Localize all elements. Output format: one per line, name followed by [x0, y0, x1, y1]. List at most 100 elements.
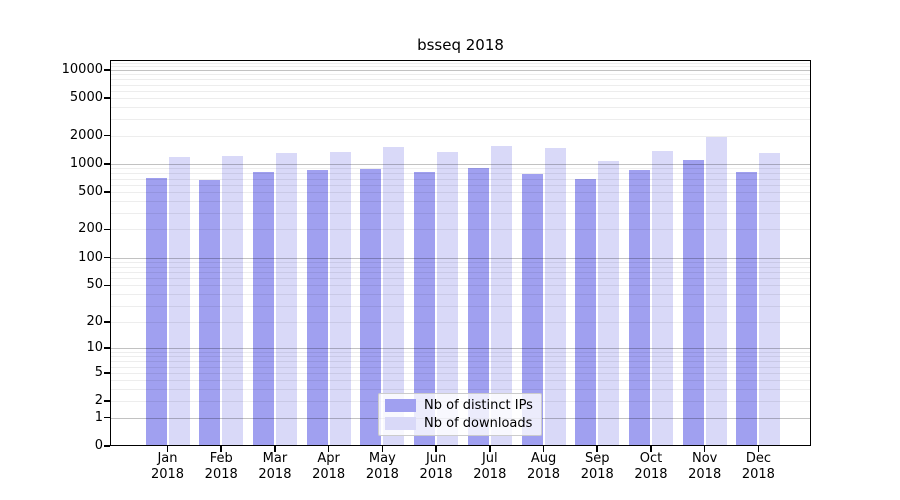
minor-gridline — [110, 62, 811, 64]
y-tick-mark — [104, 97, 110, 100]
minor-gridline — [110, 261, 811, 263]
legend-label-distinct-ips: Nb of distinct IPs — [424, 398, 533, 414]
minor-gridline — [110, 321, 811, 323]
bar-jun-downloads — [437, 152, 459, 446]
x-tick-mark — [435, 446, 437, 452]
bar-may-distinct-ips — [360, 168, 382, 446]
minor-gridline — [110, 229, 811, 231]
y-tick-label: 5000 — [69, 90, 103, 106]
x-tick-label-feb: Feb 2018 — [191, 451, 251, 483]
minor-gridline — [110, 98, 811, 100]
x-tick-mark — [166, 446, 169, 452]
x-tick-mark — [489, 446, 491, 452]
x-tick-year: 2018 — [634, 467, 668, 482]
x-tick-mark — [381, 446, 384, 452]
bar-aug-distinct-ips — [521, 173, 543, 446]
bars-layer — [110, 60, 811, 446]
bar-dec-distinct-ips — [736, 171, 758, 446]
minor-gridline — [110, 380, 811, 382]
x-tick-year: 2018 — [365, 467, 399, 482]
y-tick-mark — [104, 445, 110, 447]
x-tick-label-mar: Mar 2018 — [245, 451, 305, 483]
major-gridline-10 — [110, 348, 811, 350]
y-tick-label: 2 — [94, 393, 103, 409]
minor-gridline — [110, 352, 811, 353]
y-tick-mark — [104, 416, 110, 419]
minor-gridline — [110, 90, 811, 92]
x-tick-label-jun: Jun 2018 — [406, 451, 466, 483]
bar-may-downloads — [383, 147, 405, 446]
y-tick-mark — [104, 134, 110, 137]
x-tick-mark — [220, 446, 222, 452]
minor-gridline — [110, 356, 811, 358]
minor-gridline — [110, 184, 811, 186]
y-tick-mark — [104, 320, 110, 323]
minor-gridline — [110, 107, 811, 109]
legend-item-distinct-ips: Nb of distinct IPs — [385, 398, 535, 413]
y-tick-label: 20 — [86, 313, 103, 329]
x-tick-label-jul: Jul 2018 — [460, 451, 520, 483]
x-tick-mark — [327, 446, 330, 452]
x-tick-label-nov: Nov 2018 — [675, 451, 735, 483]
x-tick-mark — [542, 446, 545, 452]
x-tick-year: 2018 — [150, 467, 185, 482]
bar-jan-distinct-ips — [145, 177, 167, 446]
x-tick-label-dec: Dec 2018 — [728, 451, 788, 483]
x-tick-year: 2018 — [204, 467, 238, 482]
x-tick-label-may: May 2018 — [352, 451, 412, 483]
x-tick-year: 2018 — [580, 467, 614, 482]
y-tick-label: 50 — [86, 277, 103, 293]
x-tick-label-jan: Jan 2018 — [138, 451, 198, 483]
legend-swatch-downloads — [385, 416, 416, 430]
bar-feb-distinct-ips — [199, 179, 221, 446]
minor-gridline — [110, 173, 811, 175]
x-tick-label-oct: Oct 2018 — [621, 451, 681, 483]
minor-gridline — [110, 79, 811, 81]
y-tick-label: 10 — [86, 340, 103, 356]
minor-gridline — [110, 271, 811, 273]
y-tick-mark — [104, 284, 110, 287]
y-tick-label: 1 — [94, 409, 103, 425]
x-tick-year: 2018 — [419, 467, 453, 482]
bar-jun-distinct-ips — [414, 171, 436, 446]
minor-gridline — [110, 389, 811, 391]
y-tick-label: 0 — [94, 438, 103, 453]
bar-jul-distinct-ips — [467, 168, 489, 446]
minor-gridline — [110, 278, 811, 280]
bar-jul-downloads — [490, 145, 512, 446]
bar-feb-downloads — [222, 156, 244, 446]
minor-gridline — [110, 305, 811, 307]
minor-gridline — [110, 168, 811, 170]
major-gridline-1000 — [110, 163, 811, 165]
minor-gridline — [110, 294, 811, 296]
y-tick-mark — [104, 372, 110, 374]
bar-apr-downloads — [329, 151, 351, 446]
chart-title: bsseq 2018 — [417, 36, 504, 54]
x-tick-mark — [757, 446, 760, 452]
y-tick-mark — [104, 400, 110, 402]
bar-aug-downloads — [544, 148, 566, 446]
bar-apr-distinct-ips — [306, 169, 328, 446]
x-tick-mark — [650, 446, 652, 452]
bar-dec-downloads — [759, 152, 781, 446]
plot-area — [110, 60, 811, 446]
minor-gridline — [110, 213, 811, 214]
x-tick-label-aug: Aug 2018 — [514, 451, 574, 483]
x-tick-label-apr: Apr 2018 — [299, 451, 359, 483]
minor-gridline — [110, 366, 811, 368]
x-tick-year: 2018 — [688, 467, 722, 482]
minor-gridline — [110, 372, 811, 374]
x-tick-mark — [703, 446, 706, 452]
bar-sep-downloads — [598, 161, 620, 446]
bar-sep-distinct-ips — [575, 179, 597, 446]
minor-gridline — [110, 192, 811, 194]
y-tick-mark — [104, 163, 110, 165]
y-tick-label: 5 — [94, 364, 103, 380]
y-tick-label: 10000 — [61, 61, 103, 77]
x-tick-year: 2018 — [258, 467, 292, 482]
bar-oct-downloads — [651, 150, 673, 446]
gridlines-layer — [110, 60, 811, 446]
y-tick-mark — [104, 191, 110, 193]
x-tick-year: 2018 — [741, 467, 775, 482]
